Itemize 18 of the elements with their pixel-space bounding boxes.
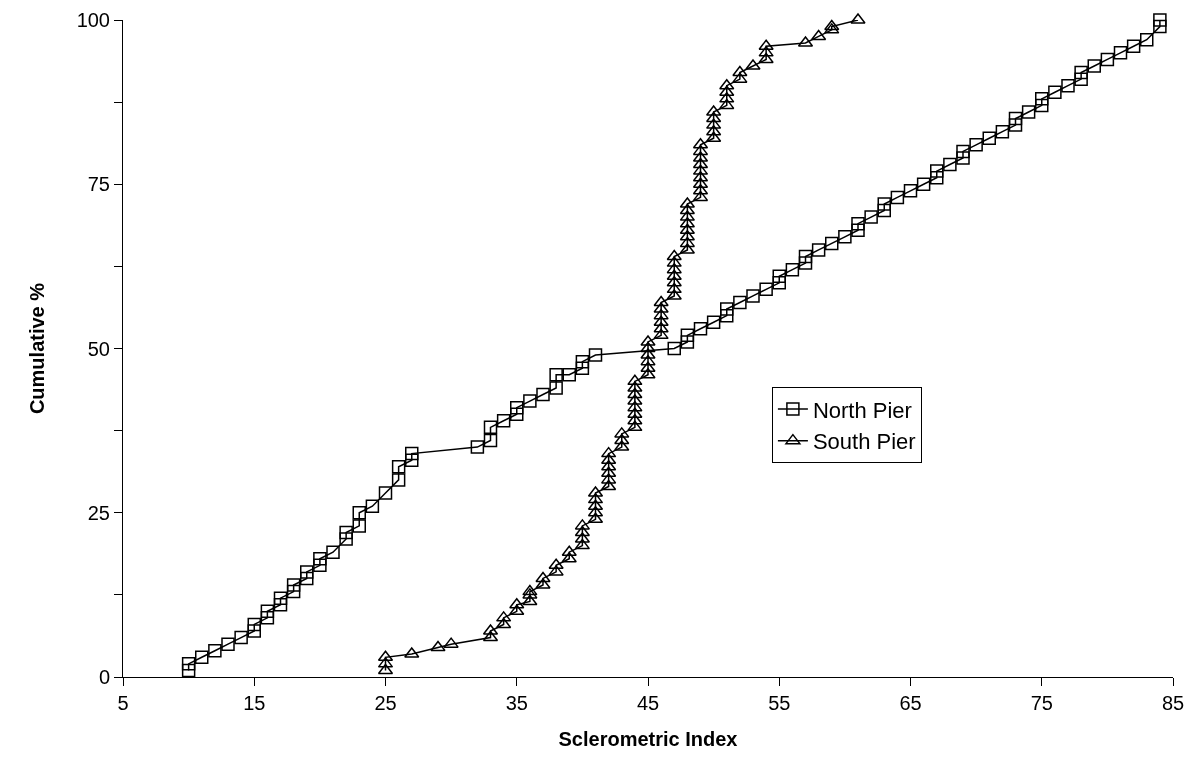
y-tick-label: 0 [98,666,110,688]
x-tick-label: 45 [636,692,660,714]
x-tick-label: 35 [505,692,528,714]
y-tick-label: 75 [87,173,110,196]
x-tick-label: 5 [117,692,129,714]
x-tick-label: 65 [899,692,922,714]
x-axis-title: Sclerometric Index [558,727,738,750]
y-tick-label: 100 [76,9,110,31]
legend-label: North Pier [812,397,912,423]
x-tick-label: 55 [768,692,791,714]
x-tick-label: 25 [374,692,397,714]
x-tick-label: 75 [1030,692,1053,714]
y-tick-label: 25 [87,501,110,524]
y-axis-title: Cumulative % [26,282,49,415]
legend-label: South Pier [812,429,916,455]
x-tick-label: 15 [243,692,266,714]
y-tick-label: 50 [87,337,110,360]
x-tick-label: 85 [1161,692,1185,714]
